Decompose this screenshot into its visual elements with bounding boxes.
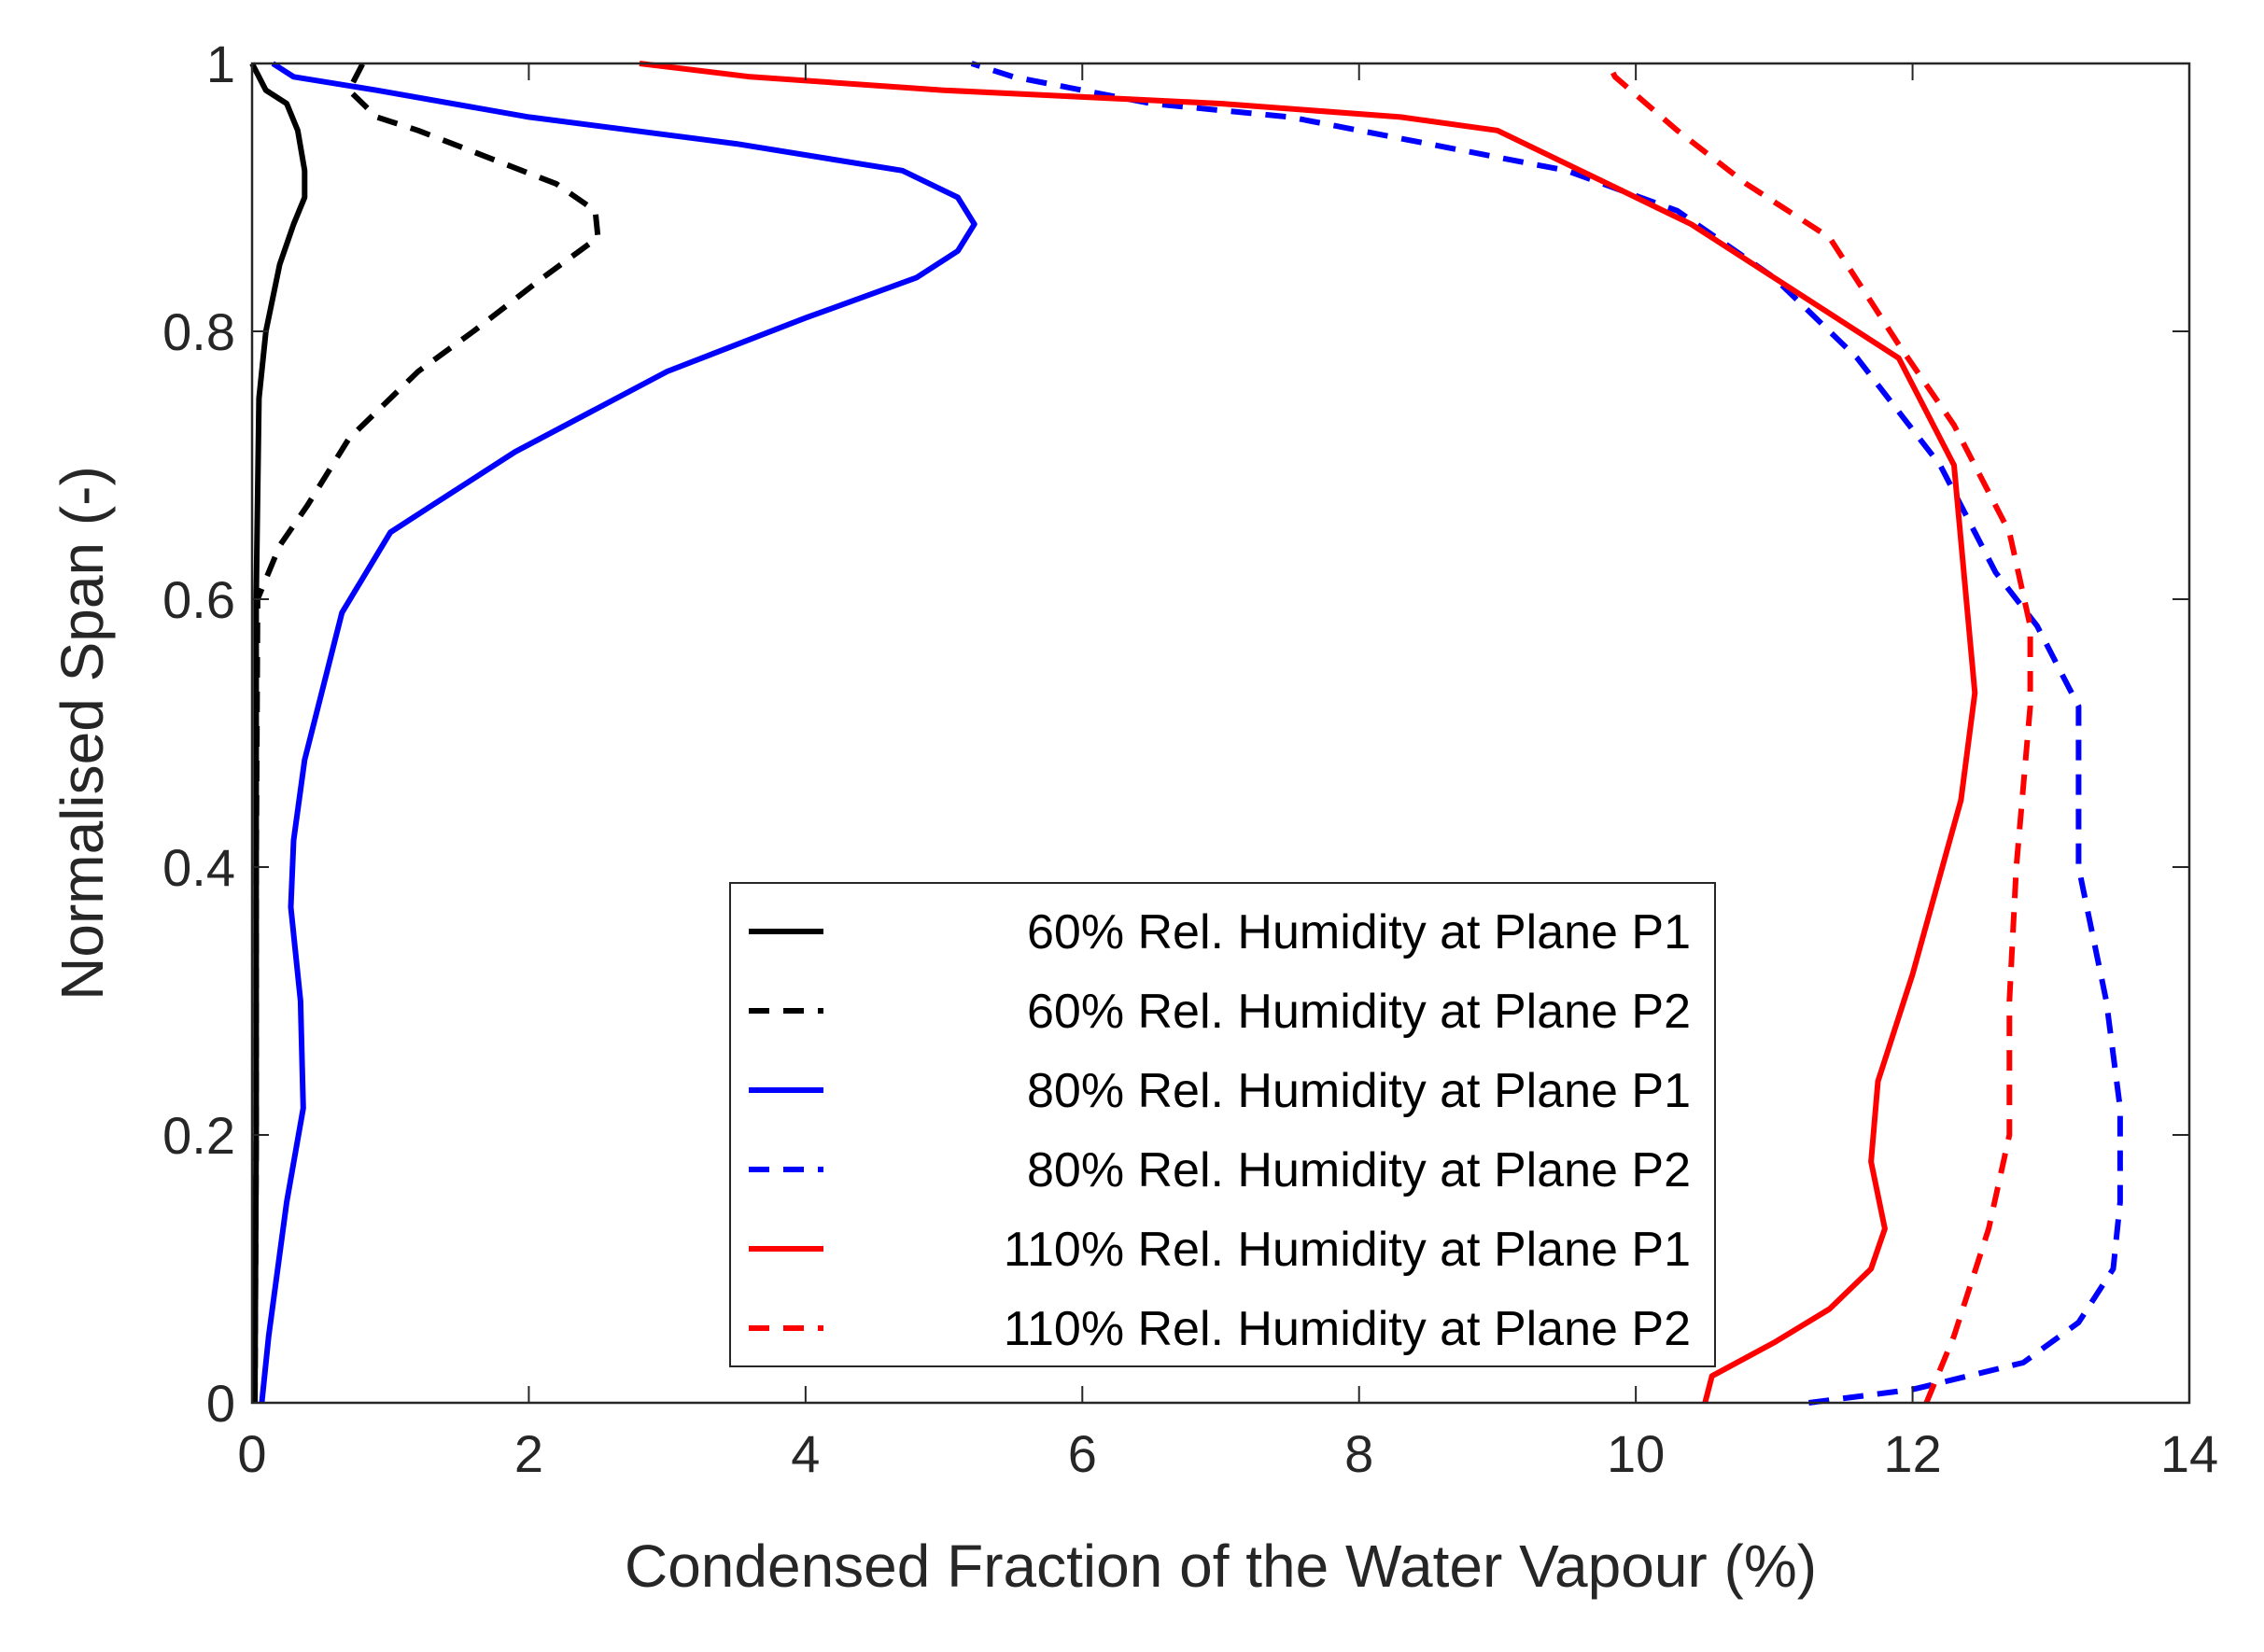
y-tick-label: 0.4 <box>162 838 235 897</box>
legend-label: 80% Rel. Humidity at Plane P2 <box>1027 1143 1691 1197</box>
y-tick-label: 1 <box>206 35 235 93</box>
series-line-3 <box>259 61 977 1404</box>
legend-label: 60% Rel. Humidity at Plane P1 <box>1027 905 1691 959</box>
series-line-6 <box>1605 62 2033 1405</box>
x-tick-label: 8 <box>1344 1424 1373 1483</box>
legend-label: 110% Rel. Humidity at Plane P2 <box>1004 1302 1691 1356</box>
x-tick-label: 12 <box>1883 1424 1941 1483</box>
legend-label: 110% Rel. Humidity at Plane P1 <box>1004 1223 1691 1277</box>
x-tick-label: 6 <box>1068 1424 1097 1483</box>
legend: 60% Rel. Humidity at Plane P1 60% Rel. Hu… <box>729 882 1716 1367</box>
series-line-5 <box>639 61 1978 1404</box>
x-tick-label: 10 <box>1607 1424 1665 1483</box>
legend-box <box>729 882 1716 1367</box>
tick-layer: 0 2 4 6 8 10 12 14 0 0.2 0.4 0.6 0.8 1 <box>162 35 2218 1483</box>
x-tick-label: 2 <box>514 1424 543 1483</box>
x-tick-label: 14 <box>2160 1424 2218 1483</box>
y-tick-label: 0.8 <box>162 302 235 361</box>
series-layer <box>249 61 2123 1406</box>
y-tick-label: 0.2 <box>162 1106 235 1165</box>
y-axis-title: Normalised Span (-) <box>49 466 116 1001</box>
series-line-4 <box>970 61 2123 1406</box>
y-tick-label: 0 <box>206 1374 235 1433</box>
series-line-1 <box>249 62 308 1404</box>
x-axis-title: Condensed Fraction of the Water Vapour (… <box>625 1533 1817 1600</box>
series-line-2 <box>252 62 601 1404</box>
plot-area-frame <box>250 62 2191 1405</box>
legend-label: 60% Rel. Humidity at Plane P2 <box>1027 985 1691 1039</box>
legend-label: 80% Rel. Humidity at Plane P1 <box>1027 1064 1691 1118</box>
x-tick-label: 0 <box>237 1424 266 1483</box>
x-tick-label: 4 <box>791 1424 820 1483</box>
y-tick-label: 0.6 <box>162 570 235 629</box>
